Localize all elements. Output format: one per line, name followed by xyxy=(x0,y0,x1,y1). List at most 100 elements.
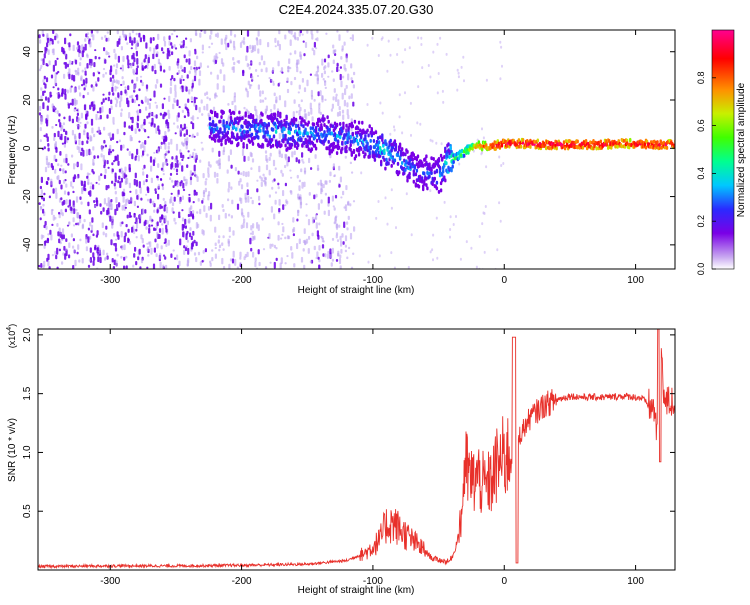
spectrogram-noise-cell xyxy=(42,265,45,269)
spectrogram-noise-cell xyxy=(180,152,183,159)
spectrogram-ridge-cell xyxy=(232,135,236,140)
spectrogram-ridge-cell xyxy=(289,127,292,132)
spectrogram-noise-cell xyxy=(301,33,304,36)
spectrogram-noise-cell xyxy=(60,133,63,141)
spectrogram-noise-cell xyxy=(132,264,135,268)
spectrogram-noise-cell xyxy=(323,58,327,63)
spectrogram-noise-cell xyxy=(274,37,277,43)
spectrogram-noise-cell xyxy=(161,183,164,187)
spectrogram-noise-cell xyxy=(201,200,204,204)
spectrogram-ridge-cell xyxy=(346,140,349,145)
spectrogram-noise-cell xyxy=(191,85,194,89)
spectrogram-noise-cell xyxy=(209,35,212,40)
spectrogram-noise-cell xyxy=(306,79,309,87)
spectrogram-noise-cell xyxy=(205,178,208,181)
spectrogram-noise-cell xyxy=(239,251,242,258)
spectrogram-noise-cell xyxy=(39,139,42,143)
spectrogram-noise-cell xyxy=(40,95,43,102)
spectrogram-ridge-cell xyxy=(306,131,309,136)
spectrogram-noise-cell xyxy=(202,189,206,195)
spectrogram-noise-cell xyxy=(76,212,79,218)
spectrogram-noise-cell xyxy=(191,213,194,218)
spectrogram-noise-cell xyxy=(299,70,302,74)
spectrogram-noise-cell xyxy=(145,106,148,111)
spectrogram-noise-cell xyxy=(73,208,76,214)
spectrogram-noise-cell xyxy=(298,110,301,116)
spectrogram-ridge-cell xyxy=(382,143,385,148)
spectrogram-noise-cell xyxy=(242,215,245,218)
spectrogram-noise-cell xyxy=(92,162,95,166)
spectrogram-noise-cell xyxy=(156,221,159,227)
spectrogram-noise-cell xyxy=(258,261,261,267)
spectrogram-noise-cell xyxy=(211,249,214,252)
spectrogram-noise-cell xyxy=(309,102,312,110)
spectrogram-noise-cell xyxy=(130,126,133,130)
spectrogram-noise-cell xyxy=(87,201,90,207)
spectrogram-noise-cell xyxy=(174,159,177,163)
colorbar-label: Normalized spectral amplitude xyxy=(736,82,747,217)
snr-y-tick-label: 1.5 xyxy=(22,386,33,400)
spectrogram-noise-cell xyxy=(98,247,101,254)
spectrogram-ridge-cell xyxy=(335,151,339,156)
spectrogram-noise-cell xyxy=(305,214,308,217)
spectrogram-noise-cell xyxy=(137,256,140,261)
spectrogram-ridge-cell xyxy=(245,133,248,138)
spectrogram-noise-cell xyxy=(101,145,104,152)
spectrogram-noise-cell xyxy=(214,253,217,259)
spectrogram-noise-cell xyxy=(116,140,119,144)
spectrogram-noise-cell xyxy=(85,33,88,38)
spectrogram-noise-cell xyxy=(282,204,285,210)
spectrogram-noise-cell xyxy=(110,99,113,105)
spectrogram-noise-cell xyxy=(73,224,76,227)
spectrogram-noise-cell xyxy=(214,33,218,37)
spectrogram-ridge-cell xyxy=(504,139,507,144)
spectrogram-noise-cell xyxy=(54,250,57,256)
spectrogram-noise-cell xyxy=(72,190,75,194)
spectrogram-noise-cell xyxy=(110,105,113,110)
spectrogram-noise-cell xyxy=(193,67,196,70)
spectrogram-noise-cell xyxy=(106,202,109,207)
spectrogram-noise-cell xyxy=(324,253,327,258)
spectrogram-noise-cell xyxy=(130,196,133,202)
spectrogram-noise-cell xyxy=(159,83,163,88)
spectrogram-noise-cell xyxy=(142,180,146,186)
spectrogram-noise-cell xyxy=(501,64,503,68)
spectrogram-noise-cell xyxy=(278,43,281,51)
spectrogram-noise-cell xyxy=(322,114,325,119)
spectrogram-noise-cell xyxy=(233,34,237,38)
spectrogram-ridge-cell xyxy=(214,113,217,118)
spectrogram-noise-cell xyxy=(86,92,90,96)
spectrogram-noise-cell xyxy=(161,103,164,110)
spectrogram-noise-cell xyxy=(82,149,85,157)
spectrogram-noise-cell xyxy=(48,60,51,66)
spectrogram-noise-cell xyxy=(253,44,257,52)
spectrogram-noise-cell xyxy=(173,30,176,33)
spectrogram-noise-cell xyxy=(210,30,213,35)
spectrogram-noise-cell xyxy=(317,182,320,186)
spectrogram-noise-cell xyxy=(254,257,257,262)
spectrogram-noise-cell xyxy=(176,193,179,197)
colorbar-tick-label: 0.6 xyxy=(696,119,706,132)
spectrogram-noise-cell xyxy=(158,228,162,233)
spectrogram-noise-cell xyxy=(45,158,49,166)
spectrogram-ridge-cell xyxy=(412,153,415,157)
spectrogram-noise-cell xyxy=(89,221,92,227)
spectrogram-noise-cell xyxy=(135,179,138,187)
spectrogram-noise-cell xyxy=(160,141,163,145)
spectrogram-noise-cell xyxy=(69,33,72,37)
spectrogram-ridge-cell xyxy=(208,134,212,139)
spectrogram-noise-cell xyxy=(273,261,276,269)
spectrogram-ridge-cell xyxy=(564,139,568,144)
spectrogram-ridge-cell xyxy=(396,153,400,158)
spectrogram-noise-cell xyxy=(76,251,79,255)
spectrogram-noise-cell xyxy=(64,253,67,260)
spectrogram-noise-cell xyxy=(150,165,153,172)
spectrogram-noise-cell xyxy=(188,50,191,57)
spectrogram-noise-cell xyxy=(150,224,154,227)
spectrogram-ridge-cell xyxy=(241,116,244,121)
spectrogram-noise-cell xyxy=(149,156,153,163)
spectrogram-noise-cell xyxy=(141,238,144,244)
spectrogram-noise-cell xyxy=(106,114,109,119)
spectrogram-noise-cell xyxy=(122,196,125,203)
spectrogram-noise-cell xyxy=(47,177,50,181)
